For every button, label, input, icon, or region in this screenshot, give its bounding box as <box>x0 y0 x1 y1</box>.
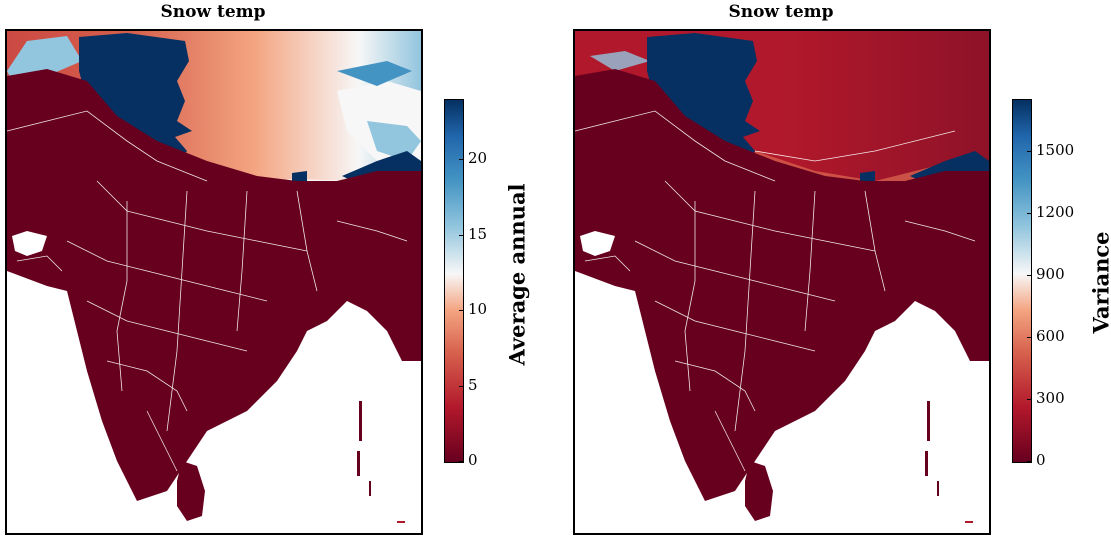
gujarat-coast <box>12 231 47 256</box>
land-mass <box>575 69 989 501</box>
map-title: Snow temp <box>728 2 834 22</box>
colorbar-tick <box>459 234 464 236</box>
coastal-bay <box>865 331 945 376</box>
colorbar-ticks: 0 300 600 900 1200 1500 <box>1027 99 1080 468</box>
colorbar-tick <box>459 159 464 161</box>
map-frame[interactable] <box>5 29 423 535</box>
map-frame[interactable] <box>573 29 991 535</box>
colorbar-tick-label: 0 <box>1036 451 1046 469</box>
colorbar-gradient <box>1013 100 1031 462</box>
colorbar-tick <box>1027 150 1032 152</box>
island <box>369 481 371 496</box>
high-value-region <box>647 33 760 166</box>
colorbar-tick-label: 1500 <box>1036 140 1075 159</box>
colorbar-tick <box>1027 336 1032 338</box>
colorbar-tick-label: 900 <box>1036 264 1065 283</box>
island <box>359 401 362 441</box>
blue-patch-north <box>337 61 412 86</box>
map-plot <box>7 31 421 523</box>
colorbar-tick-label: 15 <box>468 224 488 243</box>
borders <box>7 110 408 472</box>
colorbar-tick <box>1027 398 1032 400</box>
colorbar-tick <box>1027 274 1032 276</box>
colorbar-tick-label: 600 <box>1036 326 1065 345</box>
borders <box>575 110 976 472</box>
colorbar-tick-label: 0 <box>468 451 478 469</box>
coastal-bay <box>297 331 377 376</box>
island <box>357 451 360 476</box>
colorbar-gradient <box>445 100 463 462</box>
colorbar-ticks: 0 5 10 15 20 <box>459 99 504 468</box>
island <box>397 521 405 523</box>
colorbar <box>1012 99 1032 463</box>
colorbar-tick <box>1027 212 1032 214</box>
colorbar-tick <box>459 385 464 387</box>
sri-lanka <box>745 461 773 521</box>
colorbar-tick-label: 300 <box>1036 388 1065 407</box>
colorbar-label: Average annual <box>504 183 530 366</box>
colorbar-tick-label: 1200 <box>1036 202 1075 221</box>
island <box>927 401 930 441</box>
colorbar <box>444 99 464 463</box>
blue-patch-east-inner <box>367 121 421 161</box>
high-value-region <box>79 33 192 166</box>
island <box>925 451 928 476</box>
colorbar-tick <box>1027 461 1032 462</box>
light-patch-west <box>590 51 650 71</box>
map-plot <box>575 31 989 523</box>
land-mass <box>7 69 421 501</box>
gujarat-coast <box>580 231 615 256</box>
sri-lanka <box>177 461 205 521</box>
colorbar-tick <box>459 461 464 462</box>
colorbar-tick-label: 10 <box>468 300 488 319</box>
colorbar-label: Variance <box>1088 231 1111 334</box>
island <box>965 521 973 523</box>
map-title: Snow temp <box>160 2 266 22</box>
island <box>937 481 939 496</box>
colorbar-tick-label: 20 <box>468 149 488 168</box>
colorbar-tick-label: 5 <box>468 375 478 394</box>
colorbar-tick <box>459 310 464 312</box>
